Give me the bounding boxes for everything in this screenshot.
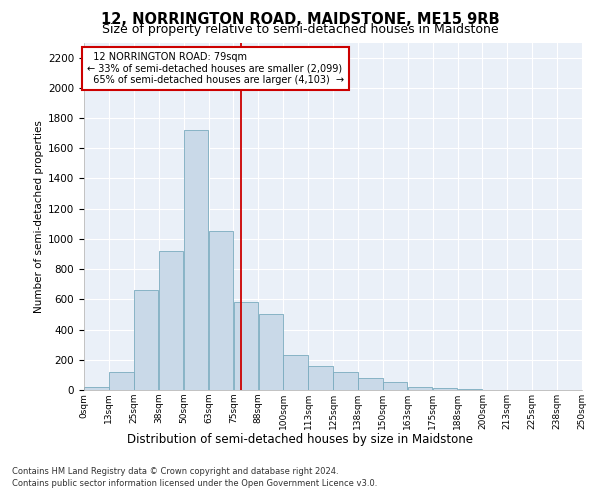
Text: Size of property relative to semi-detached houses in Maidstone: Size of property relative to semi-detach… xyxy=(101,22,499,36)
Bar xyxy=(358,378,383,390)
Bar xyxy=(209,232,233,390)
Bar xyxy=(283,355,308,390)
Text: 12 NORRINGTON ROAD: 79sqm
← 33% of semi-detached houses are smaller (2,099)
  65: 12 NORRINGTON ROAD: 79sqm ← 33% of semi-… xyxy=(87,52,344,85)
Bar xyxy=(308,366,333,390)
Bar xyxy=(159,251,184,390)
Bar xyxy=(259,314,283,390)
Bar xyxy=(383,382,407,390)
Text: Contains public sector information licensed under the Open Government Licence v3: Contains public sector information licen… xyxy=(12,479,377,488)
Bar xyxy=(333,372,358,390)
Y-axis label: Number of semi-detached properties: Number of semi-detached properties xyxy=(34,120,44,312)
Bar xyxy=(84,387,109,390)
Bar xyxy=(458,389,482,390)
Bar xyxy=(233,302,258,390)
Bar xyxy=(134,290,158,390)
Bar xyxy=(408,387,433,390)
Bar xyxy=(433,388,457,390)
Text: 12, NORRINGTON ROAD, MAIDSTONE, ME15 9RB: 12, NORRINGTON ROAD, MAIDSTONE, ME15 9RB xyxy=(101,12,499,28)
Bar xyxy=(184,130,208,390)
Text: Distribution of semi-detached houses by size in Maidstone: Distribution of semi-detached houses by … xyxy=(127,432,473,446)
Bar xyxy=(109,372,134,390)
Text: Contains HM Land Registry data © Crown copyright and database right 2024.: Contains HM Land Registry data © Crown c… xyxy=(12,468,338,476)
